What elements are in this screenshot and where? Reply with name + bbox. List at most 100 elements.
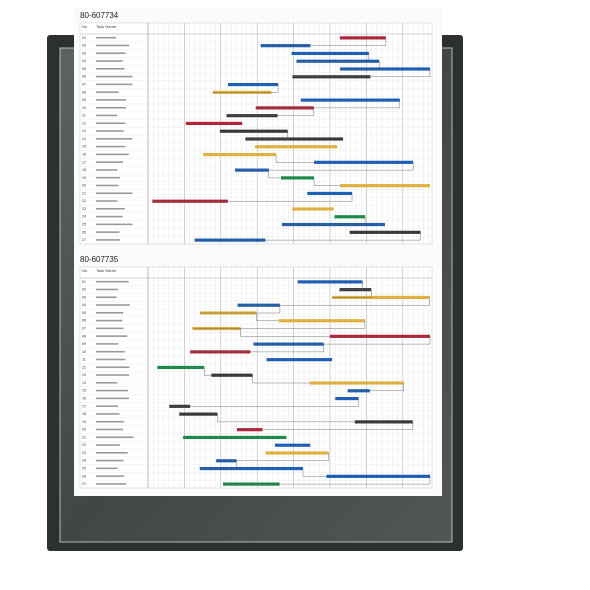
task-name-placeholder [96,52,126,55]
task-bar [179,412,218,416]
row-number: 21 [82,435,86,439]
task-bar [211,373,253,377]
row-number: 15 [82,145,86,149]
task-name-placeholder [96,169,118,171]
chart-frame [79,266,433,489]
dependency-link [281,216,366,225]
task-name-placeholder [96,397,130,400]
task-name-placeholder [96,358,126,361]
task-name-placeholder [96,215,123,218]
row-number: 18 [82,412,86,416]
task-name-placeholder [96,452,128,454]
row-number: 20 [82,184,86,188]
dependency-link [192,320,366,329]
task-bar [278,319,365,323]
dependency-link [169,398,359,407]
charts: 80-607734 No Task Name 01 02 03 04 05 06 07 08 09 10… [79,11,433,489]
task-bar [274,443,311,447]
task-bar [354,420,413,424]
row-number: 21 [82,191,86,195]
task-name-placeholder [96,413,120,415]
dependency-link [332,289,372,298]
row-number: 19 [82,176,86,180]
task-name-placeholder [96,99,127,101]
row-number: 01 [82,280,86,284]
dependency-link [226,107,314,116]
task-name-placeholder [96,304,130,306]
task-name-placeholder [96,467,118,470]
task-name-placeholder [96,231,120,233]
task-name-placeholder [96,444,120,446]
task-bar [340,67,430,71]
dependency-link [339,281,363,290]
task-name-placeholder [96,223,133,226]
chart-title: 80-607734 [80,11,119,20]
row-number: 03 [82,51,86,55]
row-number: 12 [82,365,86,369]
dependency-link [237,297,430,306]
dependency-link [212,84,279,93]
task-name-placeholder [96,130,124,132]
row-number: 13 [82,129,86,133]
task-name-placeholder [96,436,134,439]
header-task: Task Name [96,268,117,273]
task-name-placeholder [96,153,129,156]
task-bar [309,381,404,385]
chart-frame [79,22,433,245]
task-name-placeholder [96,192,133,195]
row-number: 10 [82,350,86,354]
row-number: 05 [82,67,86,71]
row-number: 02 [82,288,86,292]
task-bar [297,280,363,284]
dependency-link [268,170,282,179]
task-bar [219,129,288,133]
task-name-placeholder [96,75,133,78]
header-task: Task Name [96,24,117,29]
task-name-placeholder [96,122,126,125]
task-bar [203,152,277,157]
task-bar [326,474,430,478]
task-name-placeholder [96,327,124,330]
dependency-link [347,383,404,391]
row-number: 04 [82,59,86,63]
row-number: 05 [82,311,86,315]
row-number: 24 [82,215,86,219]
dependency-link [194,232,421,241]
dependency-link [216,453,329,461]
header-number: No [82,24,88,29]
chart-title: 80-607735 [80,255,119,264]
row-number: 14 [82,137,86,141]
row-number: 19 [82,420,86,424]
row-number: 26 [82,230,86,234]
row-number: 22 [82,199,86,203]
task-bar [300,98,400,102]
row-number: 27 [82,238,86,242]
task-bar [227,82,279,87]
task-bar [334,215,366,219]
task-bar [307,191,353,196]
task-name-placeholder [96,145,126,148]
row-number: 08 [82,90,86,94]
task-bar [332,295,430,300]
header-number: No [82,268,88,273]
dependency-link [234,162,414,171]
dependency-link [222,476,431,485]
row-number: 25 [82,223,86,227]
task-bar [255,145,338,149]
task-name-placeholder [96,475,124,477]
row-number: 18 [82,168,86,172]
row-number: 08 [82,334,86,338]
row-number: 25 [82,467,86,471]
task-bar [265,451,329,455]
task-name-placeholder [96,366,130,369]
dependency-link [245,131,288,140]
task-name-placeholder [96,161,124,163]
task-bar [339,36,386,40]
row-number: 14 [82,381,86,385]
row-number: 23 [82,207,86,211]
dependency-link [255,100,400,109]
dependency-link [236,421,414,430]
dependency-link [152,193,353,202]
